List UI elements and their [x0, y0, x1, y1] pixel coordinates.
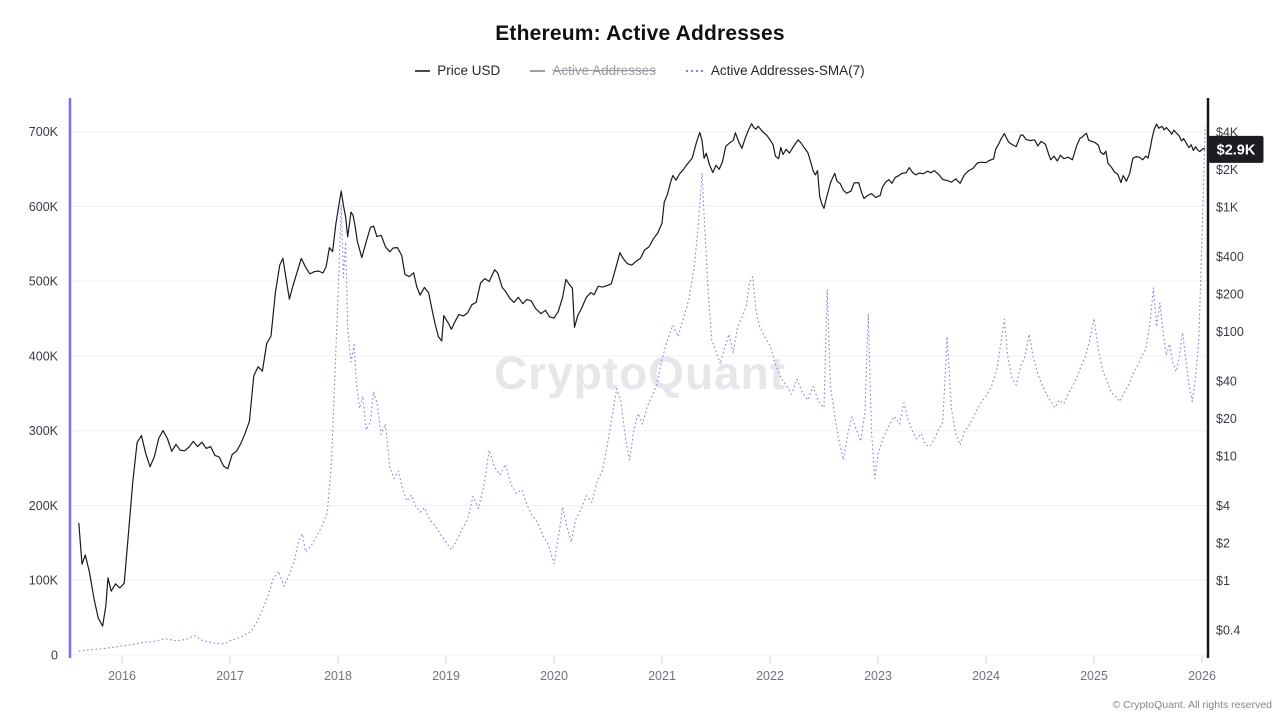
left-axis-tick-label: 700K: [29, 125, 59, 139]
right-axis-tick-label: $400: [1216, 250, 1244, 264]
left-axis-tick-label: 100K: [29, 574, 59, 588]
legend-item-active-addresses[interactable]: Active Addresses: [530, 63, 656, 78]
series-price-usd: [78, 123, 1206, 627]
right-axis-tick-label: $2K: [1216, 163, 1239, 177]
right-axis-tick-label: $1: [1216, 574, 1230, 588]
x-axis-year-label: 2023: [864, 669, 892, 683]
left-axis-tick-label: 0: [51, 649, 58, 663]
left-axis-tick-label: 200K: [29, 499, 59, 513]
x-axis-year-label: 2026: [1188, 669, 1216, 683]
right-axis-tick-label: $2: [1216, 536, 1230, 550]
active-addresses-line-swatch-icon: [530, 69, 546, 72]
x-axis-year-label: 2017: [216, 669, 244, 683]
x-axis-year-label: 2020: [540, 669, 568, 683]
x-axis-year-label: 2016: [108, 669, 136, 683]
right-axis-tick-label: $40: [1216, 375, 1237, 389]
left-axis-tick-label: 500K: [29, 275, 59, 289]
legend-label: Active Addresses-SMA(7): [710, 63, 865, 78]
legend-label: Active Addresses: [552, 63, 656, 78]
current-price-badge-label: $2.9K: [1217, 142, 1256, 158]
right-axis-tick-label: $0.4: [1216, 624, 1240, 638]
legend-label: Price USD: [437, 63, 501, 78]
right-axis-tick-label: $1K: [1216, 200, 1239, 214]
series-active-addresses-sma: [78, 125, 1206, 652]
right-axis-tick-label: $4: [1216, 499, 1230, 513]
legend: Price USD Active Addresses Active Addres…: [0, 63, 1280, 78]
right-axis-tick-label: $10: [1216, 449, 1237, 463]
x-axis-year-label: 2019: [432, 669, 460, 683]
x-axis-year-label: 2022: [756, 669, 784, 683]
left-axis-tick-label: 600K: [29, 200, 59, 214]
right-axis-tick-label: $100: [1216, 325, 1244, 339]
legend-item-active-addresses-sma[interactable]: Active Addresses-SMA(7): [685, 63, 865, 78]
legend-item-price-usd[interactable]: Price USD: [415, 63, 500, 78]
x-axis-year-label: 2018: [324, 669, 352, 683]
left-axis-tick-label: 300K: [29, 424, 59, 438]
current-price-badge: [1208, 135, 1264, 163]
right-axis-tick-label: $200: [1216, 287, 1244, 301]
copyright-text: © CryptoQuant. All rights reserved: [1112, 699, 1272, 711]
x-axis-year-label: 2021: [648, 669, 676, 683]
right-axis-tick-label: $20: [1216, 412, 1237, 426]
page-title: Ethereum: Active Addresses: [495, 22, 785, 45]
x-axis-year-label: 2024: [972, 669, 1000, 683]
left-axis-tick-label: 400K: [29, 349, 59, 363]
price-line-swatch-icon: [415, 69, 431, 72]
x-axis-year-label: 2025: [1080, 669, 1108, 683]
sma-dotted-line-swatch-icon: [685, 69, 704, 72]
